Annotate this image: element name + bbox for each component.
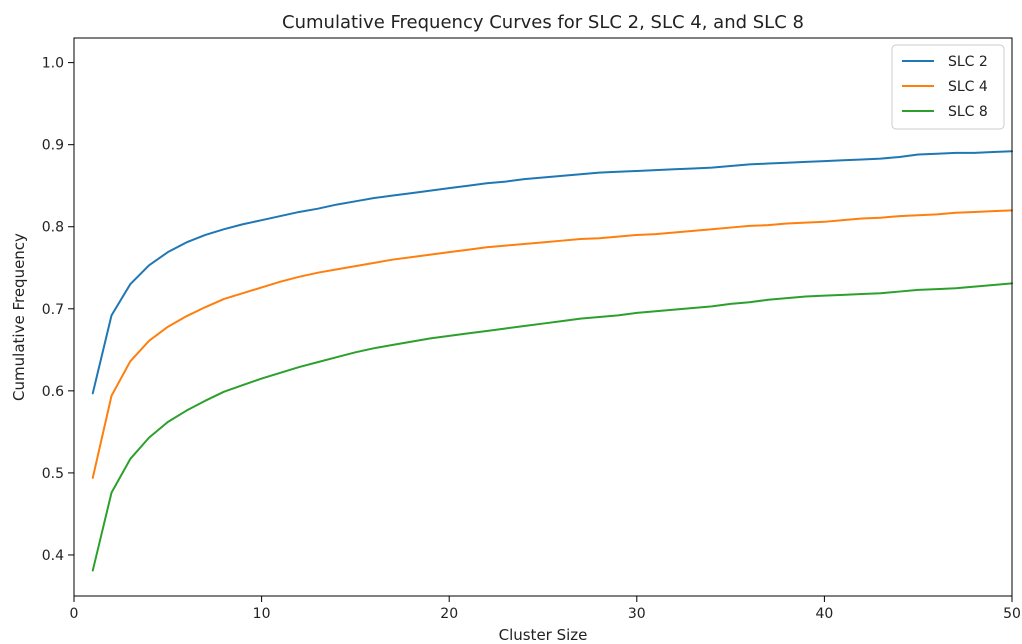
series-line-slc-2	[91, 150, 1013, 395]
x-tick-label: 20	[440, 606, 458, 622]
legend-label-slc-4: SLC 4	[948, 79, 988, 95]
series-line-slc-8	[91, 282, 1013, 572]
axes-frame	[73, 37, 1013, 597]
chart-title: Cumulative Frequency Curves for SLC 2, S…	[282, 12, 804, 33]
legend-label-slc-8: SLC 8	[948, 104, 988, 120]
y-tick-label: 0.9	[42, 138, 64, 154]
series-line-slc-4	[91, 209, 1013, 479]
x-axis: 0 10 20 30 40 50	[70, 596, 1021, 622]
y-tick-label: 1.0	[42, 56, 64, 72]
plot-area	[91, 150, 1013, 572]
y-tick-label: 0.7	[42, 302, 64, 318]
y-tick-label: 0.6	[42, 384, 64, 400]
y-tick-label: 0.8	[42, 220, 64, 236]
x-axis-label: Cluster Size	[499, 626, 588, 644]
legend-label-slc-2: SLC 2	[948, 54, 988, 70]
legend: SLC 2 SLC 4 SLC 8	[891, 44, 1005, 130]
x-tick-label: 30	[628, 606, 646, 622]
legend-box	[891, 44, 1005, 130]
x-tick-label: 50	[1003, 606, 1021, 622]
x-tick-label: 10	[253, 606, 271, 622]
y-axis-label: Cumulative Frequency	[10, 233, 28, 401]
x-tick-label: 0	[70, 606, 79, 622]
y-axis: 0.4 0.5 0.6 0.7 0.8 0.9 1.0	[42, 56, 74, 564]
y-tick-label: 0.4	[42, 548, 64, 564]
x-tick-label: 40	[815, 606, 833, 622]
y-tick-label: 0.5	[42, 466, 64, 482]
